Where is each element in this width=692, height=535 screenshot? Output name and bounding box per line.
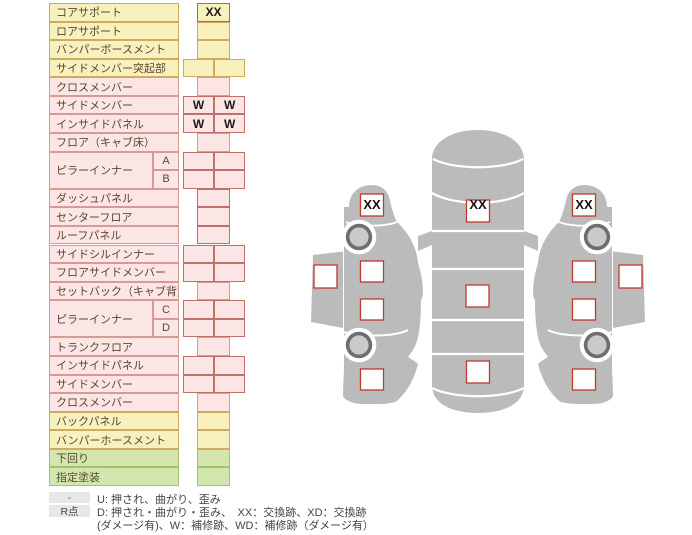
svg-text:XX: XX	[575, 197, 593, 212]
svg-text:XX: XX	[363, 197, 381, 212]
svg-text:XX: XX	[469, 197, 487, 212]
